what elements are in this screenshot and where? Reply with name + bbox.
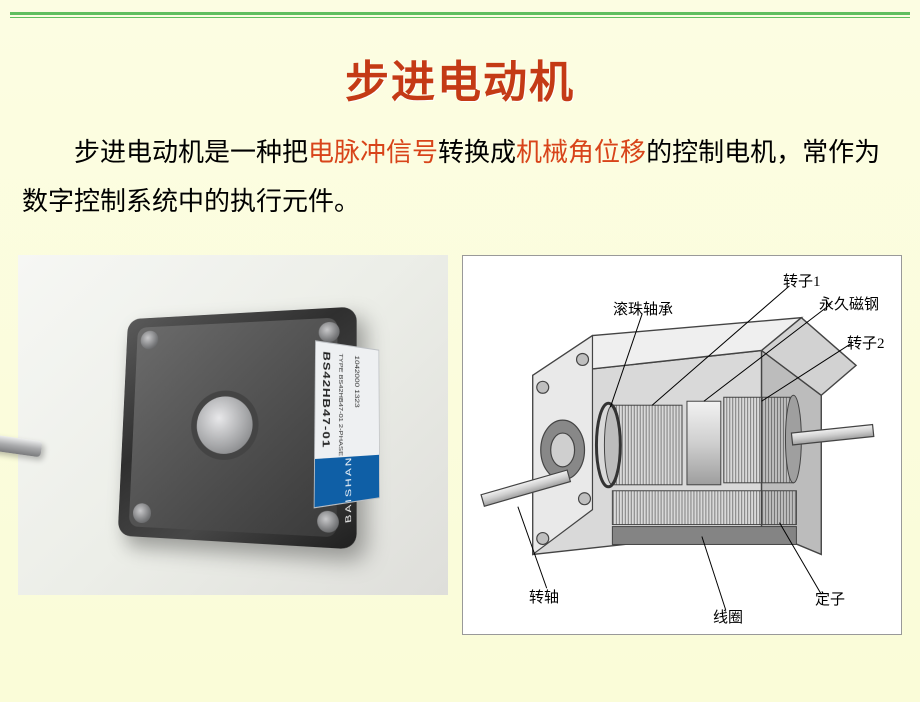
callout-coil: 线圈 (713, 606, 743, 627)
screw-icon (317, 510, 339, 533)
motor-label-brand: BAISHAN (344, 444, 353, 536)
motor-body: BS42HB47-01 TYPE BS42HB47-01 2-PHASE DC … (118, 306, 357, 549)
callout-stator: 定子 (815, 588, 845, 609)
motor-photo: BS42HB47-01 TYPE BS42HB47-01 2-PHASE DC … (18, 255, 448, 595)
callout-rotor1: 转子1 (783, 270, 821, 291)
motor-label-serial: 1042000 1323 (353, 355, 360, 408)
callout-shaft: 转轴 (529, 586, 559, 607)
callout-magnet: 永久磁钢 (819, 293, 879, 314)
intro-highlight-1: 电脉冲信号 (308, 138, 438, 167)
intro-text-1: 步进电动机是一种把 (74, 138, 308, 167)
motor-diagram: 滚珠轴承 转子1 永久磁钢 转子2 转轴 线圈 定子 (462, 255, 902, 635)
figures-row: BS42HB47-01 TYPE BS42HB47-01 2-PHASE DC … (18, 255, 902, 635)
motor-shaft (0, 425, 43, 458)
intro-highlight-2: 机械角位移 (516, 138, 646, 167)
motor-label-code: BS42HB47-01 (320, 351, 332, 449)
callout-rotor2: 转子2 (847, 332, 885, 353)
intro-paragraph: 步进电动机是一种把电脉冲信号转换成机械角位移的控制电机，常作为数字控制系统中的执… (22, 128, 898, 227)
page-title: 步进电动机 (0, 46, 920, 110)
callout-bearing: 滚珠轴承 (613, 298, 673, 319)
intro-text-2: 转换成 (438, 138, 516, 167)
motor-label-sticker: BS42HB47-01 TYPE BS42HB47-01 2-PHASE DC … (314, 340, 380, 508)
divider-rule (10, 12, 910, 18)
